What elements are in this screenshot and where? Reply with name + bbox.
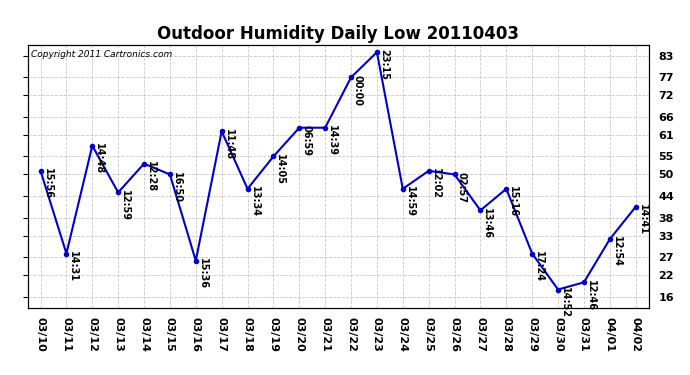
Text: 06:59: 06:59	[302, 125, 311, 156]
Text: 14:59: 14:59	[405, 186, 415, 217]
Text: 00:00: 00:00	[353, 75, 363, 106]
Text: 14:41: 14:41	[638, 204, 648, 235]
Text: 13:46: 13:46	[482, 208, 493, 238]
Text: 12:46: 12:46	[586, 279, 596, 310]
Text: 14:48: 14:48	[95, 143, 104, 174]
Text: 16:50: 16:50	[172, 172, 182, 202]
Text: 12:28: 12:28	[146, 161, 156, 192]
Text: 14:39: 14:39	[327, 125, 337, 156]
Text: 14:05: 14:05	[275, 154, 286, 185]
Text: 23:15: 23:15	[379, 50, 389, 80]
Text: 15:16: 15:16	[509, 186, 518, 217]
Text: 14:31: 14:31	[68, 251, 79, 282]
Text: 12:02: 12:02	[431, 168, 441, 199]
Text: 15:56: 15:56	[43, 168, 52, 199]
Title: Outdoor Humidity Daily Low 20110403: Outdoor Humidity Daily Low 20110403	[157, 26, 519, 44]
Text: 13:34: 13:34	[250, 186, 259, 217]
Text: 12:59: 12:59	[120, 190, 130, 220]
Text: 11:48: 11:48	[224, 129, 234, 160]
Text: 14:52: 14:52	[560, 287, 570, 318]
Text: 12:54: 12:54	[612, 236, 622, 267]
Text: 15:36: 15:36	[198, 258, 208, 289]
Text: Copyright 2011 Cartronics.com: Copyright 2011 Cartronics.com	[31, 50, 172, 59]
Text: 17:24: 17:24	[534, 251, 544, 282]
Text: 02:57: 02:57	[457, 172, 466, 202]
